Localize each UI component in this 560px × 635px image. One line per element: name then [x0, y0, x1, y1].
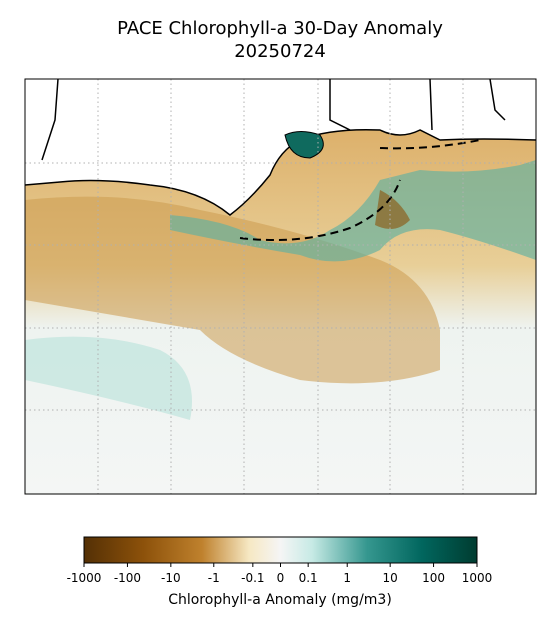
colorbar-tick-label: -0.1 — [241, 571, 264, 585]
colorbar-tick-label: -100 — [114, 571, 141, 585]
anomaly-dark — [375, 190, 410, 229]
colorbar-tick-label: 0.1 — [299, 571, 318, 585]
colorbar-tick-label: -10 — [161, 571, 181, 585]
colorbar-tick-label: 0 — [277, 571, 285, 585]
map-frame — [24, 78, 537, 495]
colorbar-ticks: -1000 -100 -10 -1 -0.1 0 0.1 1 10 100 1000 — [67, 563, 493, 585]
anomaly-teal — [170, 160, 536, 262]
map-title: PACE Chlorophyll-a 30-Day Anomaly — [117, 18, 443, 39]
colorbar-tick-label: 1 — [343, 571, 351, 585]
land — [25, 79, 536, 215]
colorbar-tick-label: 1000 — [462, 571, 493, 585]
state-borders — [41, 79, 506, 161]
colorbar-label: Chlorophyll-a Anomaly (mg/m3) — [168, 592, 392, 608]
boundary — [239, 139, 481, 242]
graticule — [25, 79, 536, 494]
colorbar-tick-label: -1000 — [67, 571, 102, 585]
colorbar-tick-label: 10 — [383, 571, 398, 585]
anomaly-teal-light — [25, 336, 192, 420]
map-area — [25, 79, 536, 494]
coastline — [25, 128, 536, 216]
lake — [284, 131, 324, 159]
colorbar — [83, 536, 478, 564]
colorbar-tick-label: -1 — [208, 571, 220, 585]
anomaly-brown — [25, 196, 440, 384]
map-date: 20250724 — [234, 41, 326, 62]
colorbar-tick-label: 100 — [422, 571, 445, 585]
